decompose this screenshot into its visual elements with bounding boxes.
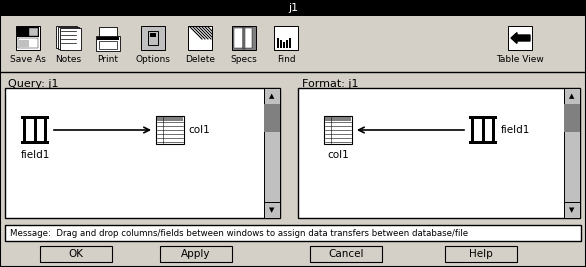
Text: ▼: ▼ <box>570 207 575 213</box>
Bar <box>5 225 581 241</box>
Bar <box>56 26 77 48</box>
Bar <box>445 246 517 262</box>
Text: j1: j1 <box>288 3 298 13</box>
Bar <box>298 88 580 218</box>
Text: OK: OK <box>69 249 83 259</box>
Text: Cancel: Cancel <box>328 249 364 259</box>
Text: Print: Print <box>97 54 118 64</box>
Bar <box>283 42 285 48</box>
Bar <box>18 38 38 48</box>
Bar <box>264 104 280 132</box>
Bar <box>141 26 165 50</box>
Bar <box>482 119 485 141</box>
Text: Format: j1: Format: j1 <box>302 79 359 89</box>
Bar <box>564 202 580 218</box>
Bar <box>325 117 351 121</box>
Text: Table View: Table View <box>496 54 544 64</box>
Bar <box>150 33 156 37</box>
Bar <box>16 26 40 50</box>
Bar <box>160 246 232 262</box>
Bar <box>21 116 49 119</box>
Bar <box>324 116 352 144</box>
Bar <box>19 40 29 47</box>
Bar <box>280 40 282 48</box>
Bar <box>243 28 252 48</box>
Bar <box>277 38 279 48</box>
Bar <box>564 88 580 104</box>
Bar <box>23 119 26 141</box>
Bar <box>40 246 112 262</box>
Text: ▼: ▼ <box>270 207 275 213</box>
Text: ▲: ▲ <box>270 93 275 99</box>
Text: Specs: Specs <box>231 54 257 64</box>
Bar <box>96 36 120 51</box>
Text: Query: j1: Query: j1 <box>8 79 59 89</box>
Bar <box>148 31 158 45</box>
Bar <box>492 119 495 141</box>
Bar <box>508 26 532 50</box>
Text: field1: field1 <box>501 125 530 135</box>
Text: Help: Help <box>469 249 493 259</box>
Bar <box>156 116 184 144</box>
Bar <box>264 88 280 218</box>
Bar <box>0 0 586 16</box>
Bar <box>469 141 497 144</box>
Text: Find: Find <box>277 54 295 64</box>
Bar <box>5 88 280 218</box>
Bar <box>471 119 474 141</box>
Bar <box>34 119 37 141</box>
Text: col1: col1 <box>188 125 210 135</box>
Text: Options: Options <box>135 54 171 64</box>
Bar <box>60 28 81 50</box>
Bar <box>286 40 288 48</box>
Bar <box>44 119 47 141</box>
Bar <box>564 88 580 218</box>
Bar <box>264 202 280 218</box>
Text: col1: col1 <box>327 150 349 160</box>
Bar <box>469 116 497 119</box>
Bar <box>157 117 183 121</box>
Bar <box>97 37 119 40</box>
Text: Save As: Save As <box>10 54 46 64</box>
Bar <box>232 26 256 50</box>
Bar <box>21 141 49 144</box>
Text: Message:  Drag and drop columns/fields between windows to assign data transfers : Message: Drag and drop columns/fields be… <box>10 229 468 238</box>
Bar <box>188 26 212 50</box>
Bar <box>58 27 79 49</box>
Text: Apply: Apply <box>181 249 211 259</box>
Bar <box>234 28 243 48</box>
Bar <box>99 27 117 39</box>
Bar <box>289 38 291 48</box>
Bar <box>29 28 38 36</box>
Text: Notes: Notes <box>55 54 81 64</box>
Text: ▲: ▲ <box>570 93 575 99</box>
Bar <box>274 26 298 50</box>
Bar <box>310 246 382 262</box>
Text: field1: field1 <box>21 150 50 160</box>
Bar <box>99 41 117 49</box>
Text: Delete: Delete <box>185 54 215 64</box>
Bar <box>243 27 245 49</box>
Bar <box>264 88 280 104</box>
FancyArrow shape <box>511 33 530 44</box>
Bar <box>17 27 39 37</box>
Bar <box>564 104 580 132</box>
